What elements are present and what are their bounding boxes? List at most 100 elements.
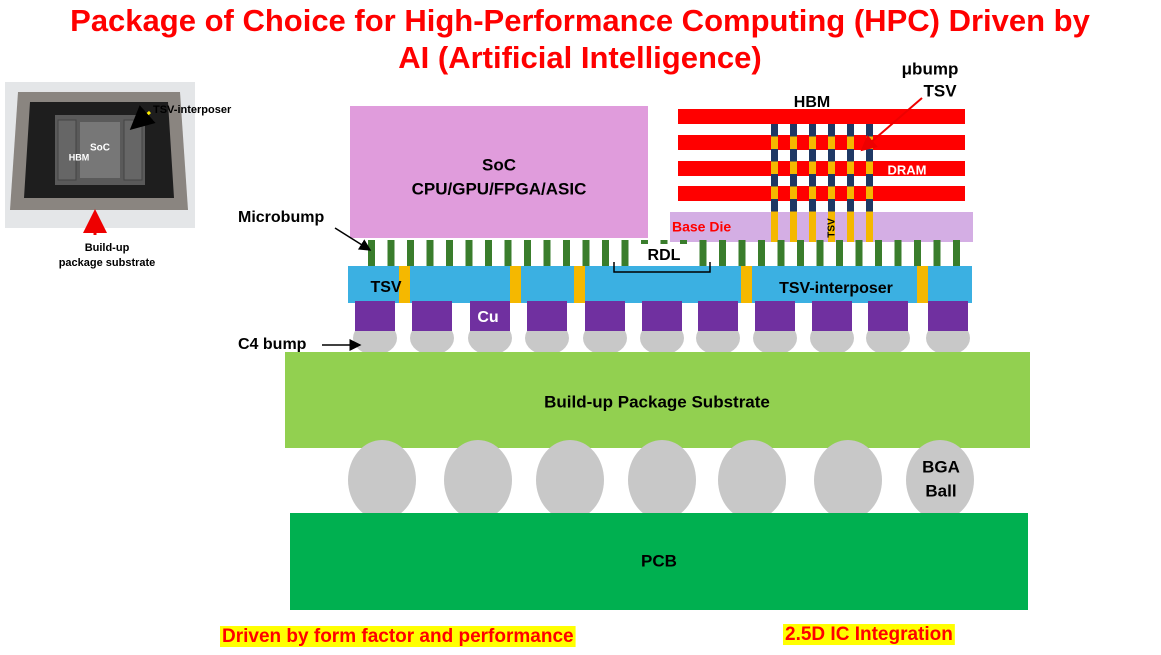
shape: [797, 240, 804, 266]
shape: [446, 240, 453, 266]
shape: [866, 212, 873, 242]
title-line: Package of Choice for High-Performance C…: [70, 3, 1090, 38]
rdl-bracket: [613, 262, 711, 273]
shape: [536, 440, 604, 520]
shape: [847, 174, 854, 187]
shape: [387, 240, 395, 266]
shape: [771, 124, 778, 137]
substrate-label: Build-up Package Substrate: [544, 392, 770, 411]
shape: [790, 186, 797, 199]
pcb-label: PCB: [641, 551, 677, 570]
shape: [563, 240, 570, 266]
shape: [790, 161, 797, 174]
shape: [510, 266, 521, 303]
hbm-label: HBM: [794, 94, 830, 111]
shape: [866, 149, 873, 162]
shape: [790, 124, 797, 137]
shape: [426, 240, 434, 266]
shape: [758, 240, 765, 266]
rdl-bg: [638, 244, 690, 266]
shape: [771, 149, 778, 162]
photo-label: package substrate: [59, 257, 156, 269]
shape: [866, 186, 873, 199]
shape: [917, 266, 928, 303]
shape: [355, 301, 395, 331]
interposer-tsvs: [399, 266, 928, 303]
shape: [814, 440, 882, 520]
soc-label: SoC: [482, 155, 516, 174]
ubump-label: μbump: [902, 59, 959, 78]
shape: [828, 161, 835, 174]
shape: [755, 301, 795, 331]
shape: [771, 174, 778, 187]
shape: [855, 240, 863, 266]
shape: [771, 136, 778, 149]
bga-label: Ball: [925, 481, 956, 500]
shape: [642, 301, 682, 331]
shape: [866, 199, 873, 212]
shape: [828, 136, 835, 149]
shape: [914, 240, 921, 266]
dram-label: DRAM: [888, 162, 927, 177]
shape: [928, 301, 968, 331]
shape: [953, 240, 960, 266]
shape: [894, 240, 902, 266]
shape: [738, 240, 746, 266]
arrow: [860, 97, 923, 152]
c4-label: C4 bump: [238, 336, 307, 353]
shape: [771, 186, 778, 199]
shape: [828, 199, 835, 212]
shape: [816, 240, 824, 266]
shape: [407, 240, 414, 266]
shape: [828, 124, 835, 137]
bga-balls: [348, 440, 974, 520]
shape: [485, 240, 492, 266]
c4-bumps: [353, 301, 970, 355]
shape: [906, 440, 974, 520]
shape: [847, 149, 854, 162]
shape: [628, 440, 696, 520]
shape: [504, 240, 512, 266]
shape: [465, 240, 473, 266]
tsv-label: TSV: [370, 279, 401, 296]
shape: [809, 174, 816, 187]
shape: [470, 301, 510, 331]
shape: [771, 199, 778, 212]
shape: [847, 212, 854, 242]
shape: [399, 266, 410, 303]
shape: [809, 186, 816, 199]
shape: [828, 186, 835, 199]
shape: [866, 174, 873, 187]
shape: [699, 240, 707, 266]
shape: [809, 149, 816, 162]
shape: [809, 199, 816, 212]
rdl-label: RDL: [648, 247, 681, 264]
shape: [790, 136, 797, 149]
bga-label: BGA: [922, 457, 960, 476]
shape: [698, 301, 738, 331]
soc-die: [350, 106, 648, 238]
shape: [771, 212, 778, 242]
highlight: [783, 624, 955, 646]
shape: [602, 240, 609, 266]
shape: [368, 240, 375, 266]
shape: [582, 240, 590, 266]
substrate: [285, 352, 1030, 448]
shape: [348, 440, 416, 520]
shape: [868, 301, 908, 331]
shape: [809, 161, 816, 174]
shape: [847, 161, 854, 174]
base-die-label: Base Die: [672, 219, 731, 235]
shape: [866, 161, 873, 174]
hbm-stack: [670, 109, 973, 242]
microbump-label: Microbump: [238, 209, 324, 226]
shape: [809, 124, 816, 137]
footer-note: 2.5D IC Integration: [785, 624, 953, 645]
highlight: [220, 626, 576, 648]
pcb: [290, 513, 1028, 610]
shape: [527, 301, 567, 331]
shape: [790, 149, 797, 162]
shape: [790, 174, 797, 187]
shape: [847, 199, 854, 212]
